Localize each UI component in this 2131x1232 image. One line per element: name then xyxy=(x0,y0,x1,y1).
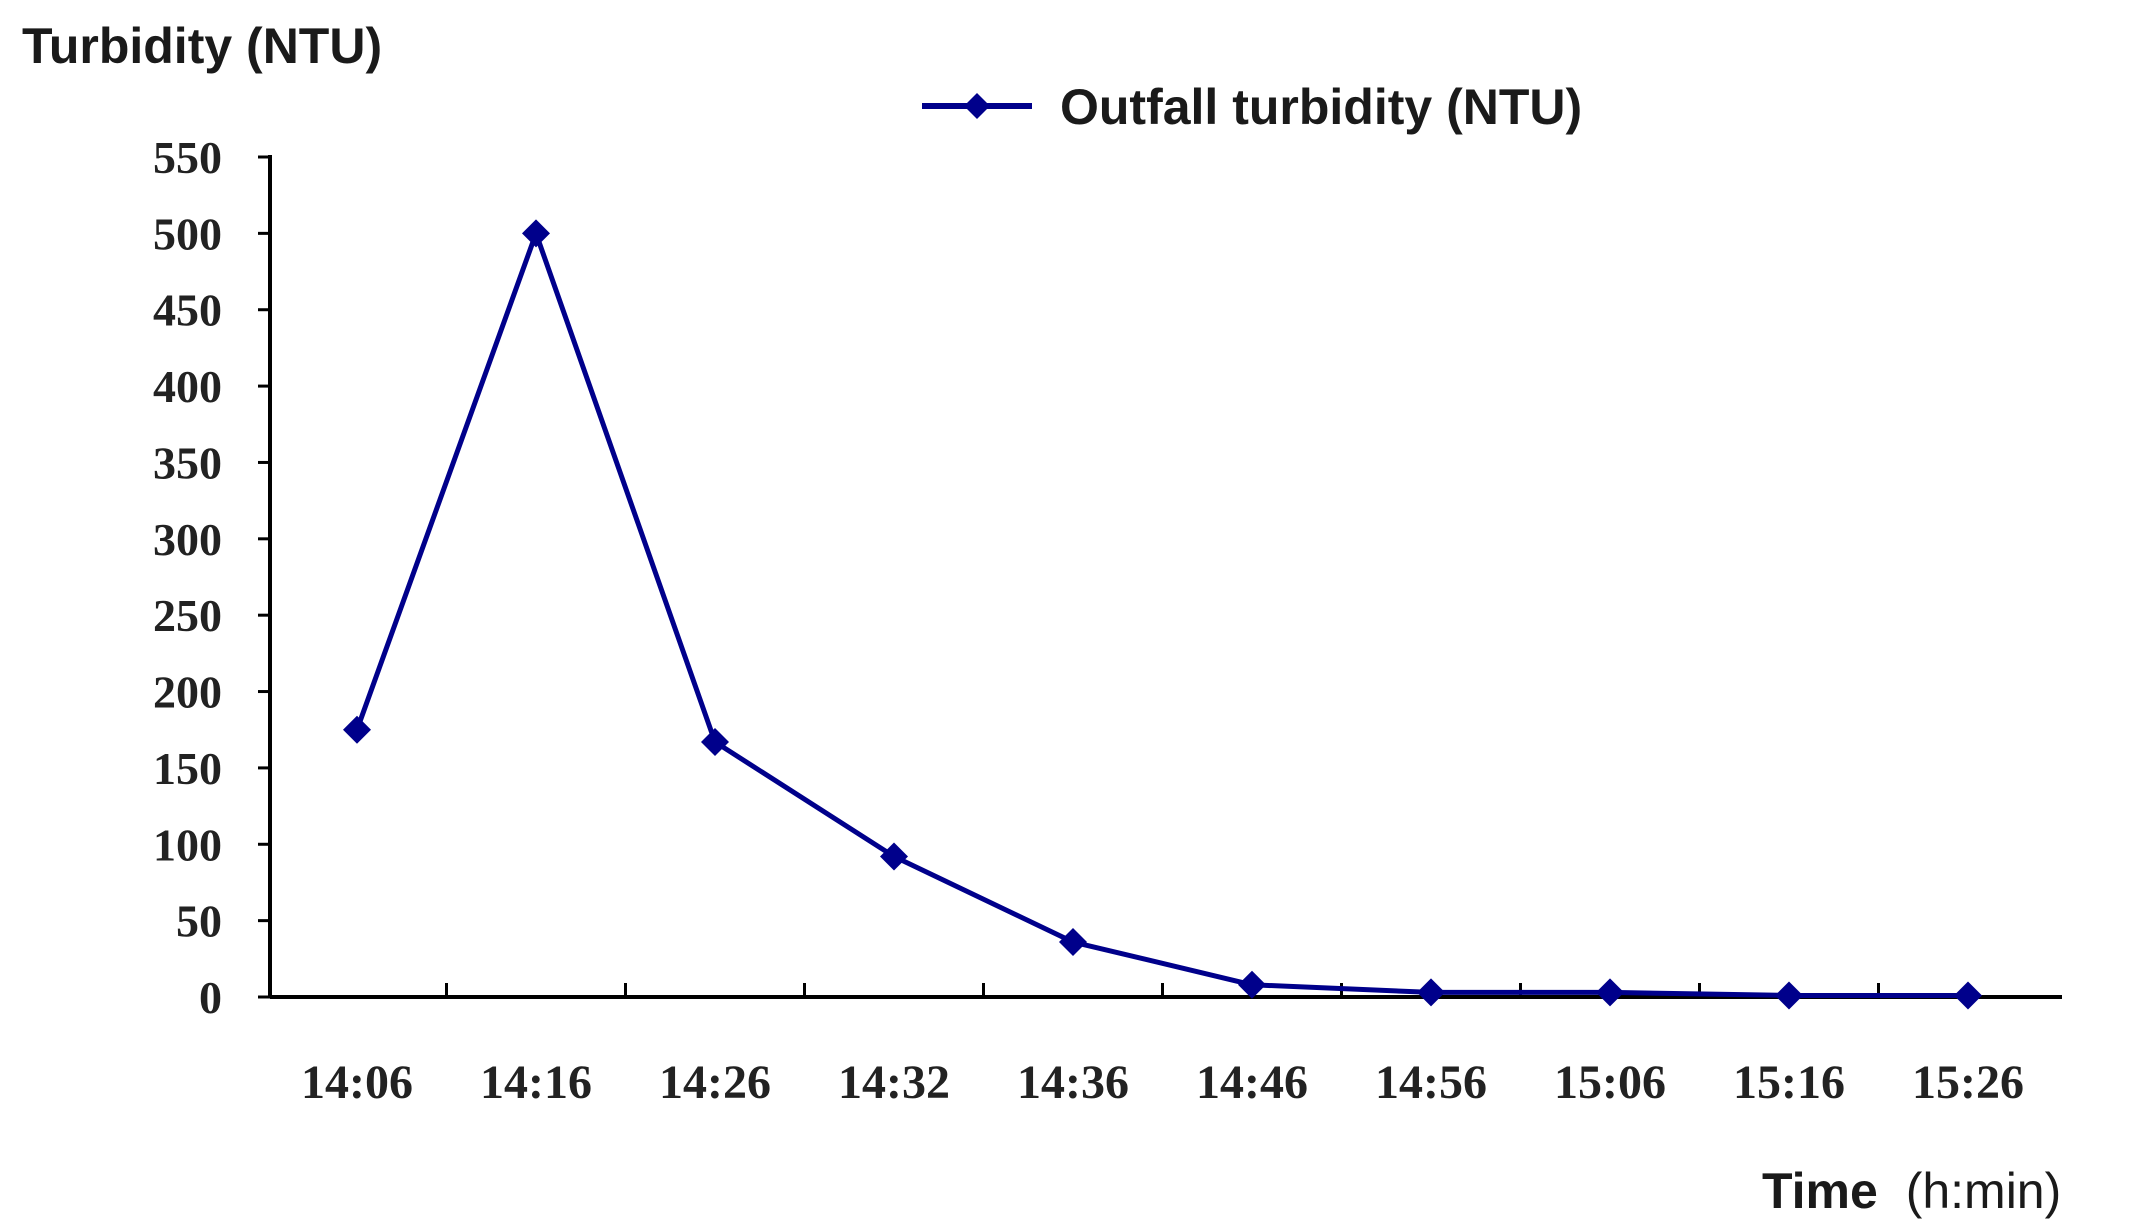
y-tick-label: 400 xyxy=(153,361,222,412)
y-ticks: 0 50 100 150 200 250 300 350 400 450 500 550 xyxy=(153,132,270,1023)
data-point xyxy=(1954,981,1982,1010)
x-tick-label: 14:16 xyxy=(480,1056,592,1109)
y-tick-label: 300 xyxy=(153,514,222,565)
x-tick-label: 14:06 xyxy=(301,1056,413,1109)
y-axis-title: Turbidity (NTU) xyxy=(22,18,382,74)
series-layer xyxy=(343,219,1982,1010)
data-point xyxy=(701,727,729,756)
x-tick-label: 14:46 xyxy=(1196,1056,1308,1109)
x-tick-label: 14:36 xyxy=(1017,1056,1129,1109)
x-axis-title-unit: (h:min) xyxy=(1906,1163,2062,1219)
x-axis-title: Time (h:min) xyxy=(1762,1163,2061,1219)
y-tick-label: 200 xyxy=(153,667,222,718)
x-tick-label: 15:26 xyxy=(1912,1056,2024,1109)
y-tick-label: 0 xyxy=(199,972,222,1023)
x-ticks: 14:06 14:16 14:26 14:32 14:36 14:46 14:56 15:06… xyxy=(301,983,2024,1109)
x-tick-label: 15:16 xyxy=(1733,1056,1845,1109)
data-point xyxy=(343,715,371,744)
x-axis-title-main: Time xyxy=(1762,1163,1878,1219)
legend-marker-icon xyxy=(964,93,990,119)
y-tick-label: 150 xyxy=(153,743,222,794)
series-line xyxy=(354,230,1968,998)
legend: Outfall turbidity (NTU) xyxy=(922,79,1582,135)
y-tick-label: 550 xyxy=(153,132,222,183)
y-tick-label: 500 xyxy=(153,208,222,259)
data-point xyxy=(1417,978,1445,1007)
data-point xyxy=(1596,978,1624,1007)
x-tick-label: 14:56 xyxy=(1375,1056,1487,1109)
y-tick-label: 450 xyxy=(153,285,222,336)
axes xyxy=(268,155,2062,999)
x-tick-label: 14:32 xyxy=(838,1056,950,1109)
data-point xyxy=(1059,928,1087,957)
y-tick-label: 100 xyxy=(153,819,222,870)
data-point xyxy=(1775,981,1803,1010)
y-tick-label: 350 xyxy=(153,437,222,488)
x-tick-label: 15:06 xyxy=(1554,1056,1666,1109)
data-point xyxy=(1238,970,1266,999)
y-tick-label: 250 xyxy=(153,590,222,641)
legend-label: Outfall turbidity (NTU) xyxy=(1060,79,1582,135)
data-point xyxy=(522,219,550,248)
y-tick-label: 50 xyxy=(176,896,222,947)
data-point xyxy=(880,842,908,871)
x-tick-label: 14:26 xyxy=(659,1056,771,1109)
